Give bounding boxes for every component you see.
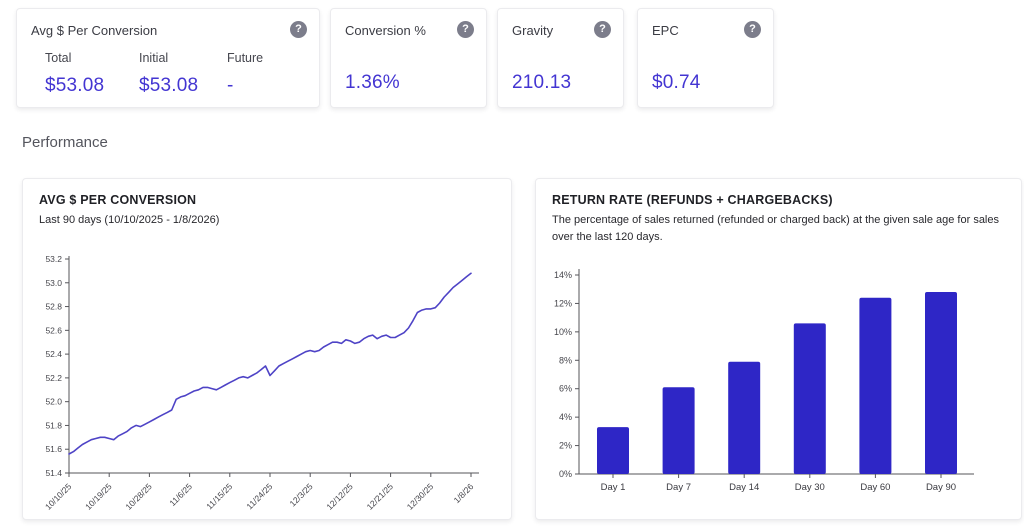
x-tick-label: 1/8/26 <box>452 481 476 505</box>
bar-day-90 <box>925 292 957 474</box>
bar-day-60 <box>859 297 892 474</box>
y-tick-label: 51.6 <box>45 444 62 454</box>
stat-value-initial: $53.08 <box>139 75 199 96</box>
return-rate-chart-card: RETURN RATE (REFUNDS + CHARGEBACKS) The … <box>535 178 1022 520</box>
performance-section-title: Performance <box>22 134 108 151</box>
line-chart-svg: 51.4 51.6 51.8 52.0 52.2 52.4 52.6 52.8 53.0 53.2… <box>43 254 479 512</box>
x-tick-label: 12/12/25 <box>324 481 355 512</box>
stat-card-title: Avg $ Per Conversion <box>31 23 158 38</box>
y-tick-label: 12% <box>554 298 572 308</box>
avg-per-conversion-chart-card: AVG $ PER CONVERSION Last 90 days (10/10… <box>22 178 512 520</box>
x-tick-label: Day 14 <box>729 482 759 493</box>
x-tick-label: Day 60 <box>860 482 890 493</box>
x-tick-label: 11/24/25 <box>244 481 274 511</box>
bar-day-14 <box>728 361 761 474</box>
help-icon[interactable]: ? <box>290 21 307 38</box>
x-tick-label: 10/19/25 <box>83 481 114 512</box>
bar-chart-title: RETURN RATE (REFUNDS + CHARGEBACKS) <box>552 193 833 207</box>
x-tick-label: 10/10/25 <box>43 481 74 512</box>
line-chart-subtitle: Last 90 days (10/10/2025 - 1/8/2026) <box>39 214 220 226</box>
y-tick-label: 2% <box>559 441 572 451</box>
x-tick-label: Day 1 <box>601 482 626 493</box>
stat-columns: Total $53.08 Initial $53.08 Future - <box>45 51 307 97</box>
bar-day-7 <box>662 387 695 474</box>
y-tick-label: 8% <box>559 355 572 365</box>
stat-column-initial: Initial $53.08 <box>139 51 227 97</box>
stat-value-future: - <box>227 75 234 96</box>
stat-card-title: Conversion % <box>345 23 426 38</box>
y-tick-label: 6% <box>559 384 572 394</box>
stat-card-epc: EPC ? $0.74 <box>637 8 774 108</box>
stat-column-label: Total <box>45 51 72 65</box>
y-tick-label: 4% <box>559 412 572 422</box>
x-tick-label: 12/21/25 <box>365 481 396 512</box>
y-tick-label: 52.4 <box>45 349 62 359</box>
x-tick-label: 12/30/25 <box>405 481 436 512</box>
stat-value-epc: $0.74 <box>652 72 701 93</box>
x-tick-label: Day 90 <box>926 482 956 493</box>
stat-card-avg-per-conversion: Avg $ Per Conversion ? Total $53.08 Init… <box>16 8 320 108</box>
stat-column-label: Future <box>227 51 264 65</box>
bar-day-30 <box>793 323 826 474</box>
y-tick-label: 0% <box>559 469 572 479</box>
stat-card-title: Gravity <box>512 23 554 38</box>
x-tick-label: 10/28/25 <box>123 481 154 512</box>
stat-card-header: EPC ? <box>652 21 761 38</box>
bar-chart-subtitle: The percentage of sales returned (refund… <box>552 214 999 244</box>
y-tick-label: 52.2 <box>45 373 62 383</box>
stat-value-conversion-pct: 1.36% <box>345 72 400 93</box>
bar-chart-svg: 0% 2% 4% 6% 8% 10% 12% 14% Day 1 Day 7 Day 14 Day 3… <box>554 269 974 493</box>
stat-value-gravity: 210.13 <box>512 72 572 93</box>
y-tick-label: 52.8 <box>45 302 62 312</box>
x-tick-label: Day 30 <box>795 482 825 493</box>
y-tick-label: 51.4 <box>45 468 62 478</box>
y-tick-label: 52.6 <box>45 325 62 335</box>
y-tick-label: 10% <box>554 327 572 337</box>
line-series <box>68 272 472 455</box>
stat-card-title: EPC <box>652 23 679 38</box>
x-tick-label: Day 7 <box>666 482 691 493</box>
x-tick-label: 11/6/25 <box>167 481 194 508</box>
help-icon[interactable]: ? <box>744 21 761 38</box>
x-tick-label: 12/3/25 <box>287 481 314 508</box>
help-icon[interactable]: ? <box>457 21 474 38</box>
stat-column-total: Total $53.08 <box>45 51 139 97</box>
y-tick-label: 14% <box>554 270 572 280</box>
y-tick-label: 51.8 <box>45 420 62 430</box>
stat-card-header: Conversion % ? <box>345 21 474 38</box>
y-tick-label: 53.2 <box>45 254 62 264</box>
stat-column-label: Initial <box>139 51 169 65</box>
stat-card-header: Avg $ Per Conversion ? <box>31 21 307 38</box>
stat-value-total: $53.08 <box>45 75 105 96</box>
bar-day-1 <box>597 427 629 474</box>
stat-card-header: Gravity ? <box>512 21 611 38</box>
stat-card-gravity: Gravity ? 210.13 <box>497 8 624 108</box>
stat-column-future: Future - <box>227 51 307 97</box>
x-tick-label: 11/15/25 <box>204 481 234 511</box>
stat-card-conversion-pct: Conversion % ? 1.36% <box>330 8 487 108</box>
y-tick-label: 52.0 <box>45 397 62 407</box>
line-chart-title: AVG $ PER CONVERSION <box>39 193 197 207</box>
y-tick-label: 53.0 <box>45 278 62 288</box>
help-icon[interactable]: ? <box>594 21 611 38</box>
